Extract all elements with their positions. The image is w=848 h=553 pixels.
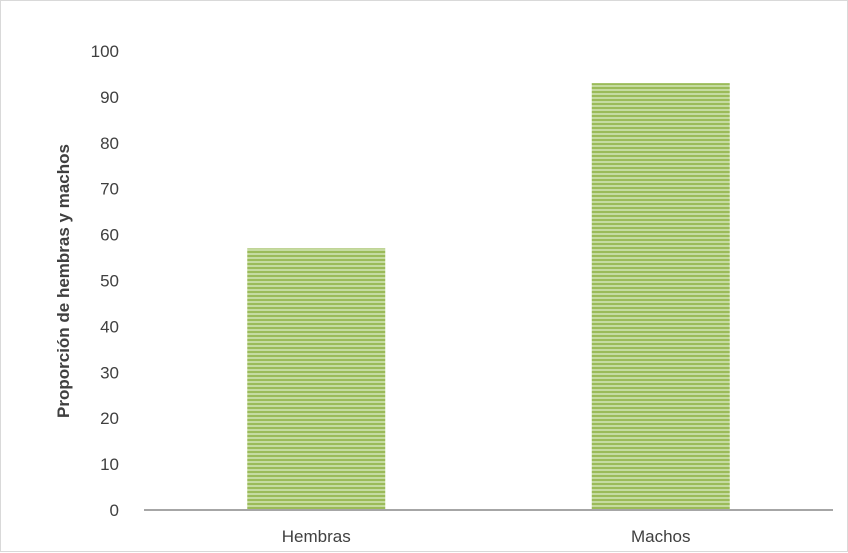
y-tick-label: 10 [100, 455, 119, 474]
y-tick-label: 60 [100, 226, 119, 245]
y-tick-label: 20 [100, 409, 119, 428]
y-axis: 0 10 20 30 40 50 60 70 80 90 100 [91, 42, 119, 520]
y-tick-label: 100 [91, 42, 119, 61]
y-tick-label: 80 [100, 134, 119, 153]
y-tick-label: 70 [100, 180, 119, 199]
y-tick-label: 0 [110, 501, 119, 520]
y-tick-label: 30 [100, 363, 119, 382]
bar-machos [591, 83, 730, 510]
x-axis: Hembras Machos [282, 527, 691, 546]
bar-hembras [247, 248, 386, 510]
y-tick-label: 40 [100, 317, 119, 336]
x-tick-label: Hembras [282, 527, 351, 546]
bars [247, 83, 730, 510]
y-axis-title: Proporción de hembras y machos [54, 144, 73, 418]
y-tick-label: 90 [100, 88, 119, 107]
y-tick-label: 50 [100, 272, 119, 291]
x-tick-label: Machos [631, 527, 691, 546]
